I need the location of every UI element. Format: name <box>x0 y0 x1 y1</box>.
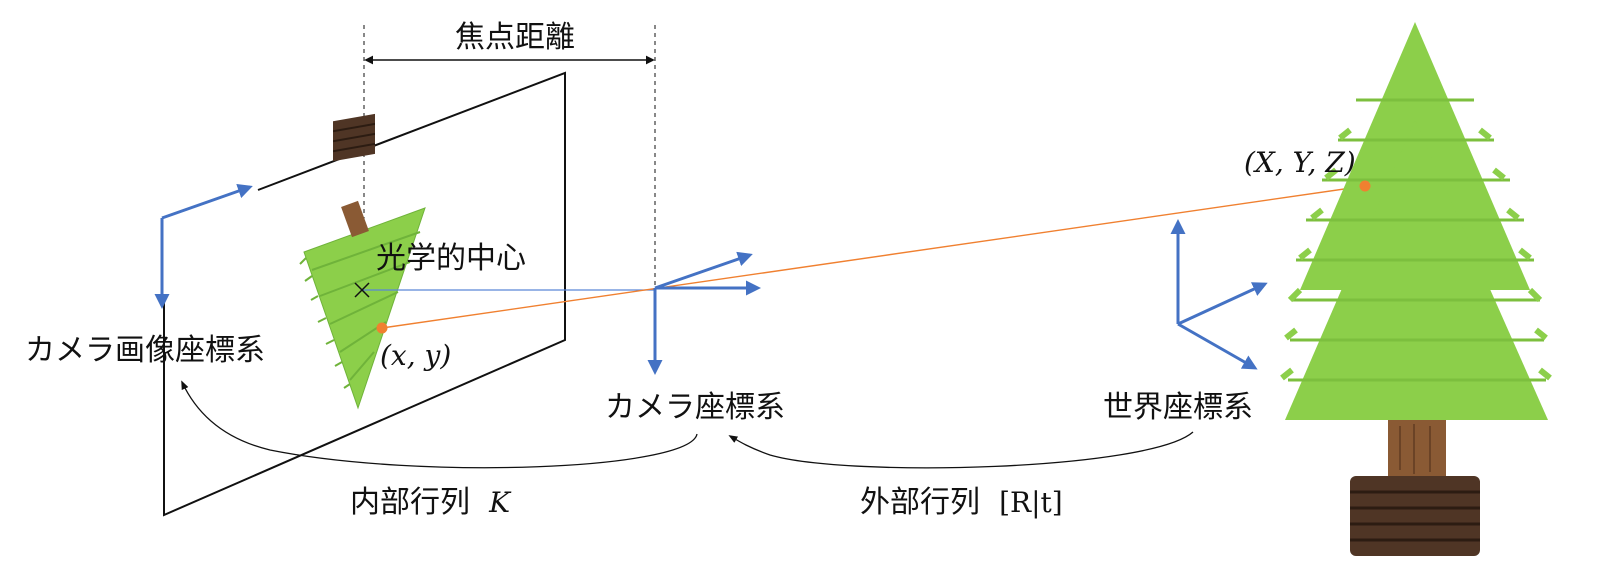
cross-icon <box>354 282 370 298</box>
extrinsic-matrix-label: 外部行列 [R|t] <box>860 485 1063 520</box>
world-point-dot-icon <box>1359 180 1371 192</box>
world-point-label: (X, Y, Z) <box>1244 146 1356 179</box>
optical-center-label: 光学的中心 <box>376 241 526 276</box>
camera-axes <box>647 251 761 375</box>
extrinsic-arrow <box>728 431 1194 469</box>
world-coords-label: 世界座標系 <box>1103 390 1253 425</box>
intrinsic-arrow <box>181 380 698 469</box>
image-point-dot-icon <box>376 322 388 334</box>
focal-length-label: 焦点距離 <box>455 20 575 55</box>
camera-image-coords-label: カメラ画像座標系 <box>25 333 265 368</box>
image-point-label: (x, y) <box>380 339 451 372</box>
projection-ray <box>381 185 1366 329</box>
intrinsic-matrix-label: 内部行列 K <box>350 485 512 520</box>
image-plane <box>163 71 566 517</box>
world-axes <box>1170 219 1268 370</box>
tree-icon <box>1280 22 1552 556</box>
camera-coords-label: カメラ座標系 <box>605 390 785 425</box>
projected-tree-icon <box>299 113 426 410</box>
image-axis-u <box>161 183 253 220</box>
